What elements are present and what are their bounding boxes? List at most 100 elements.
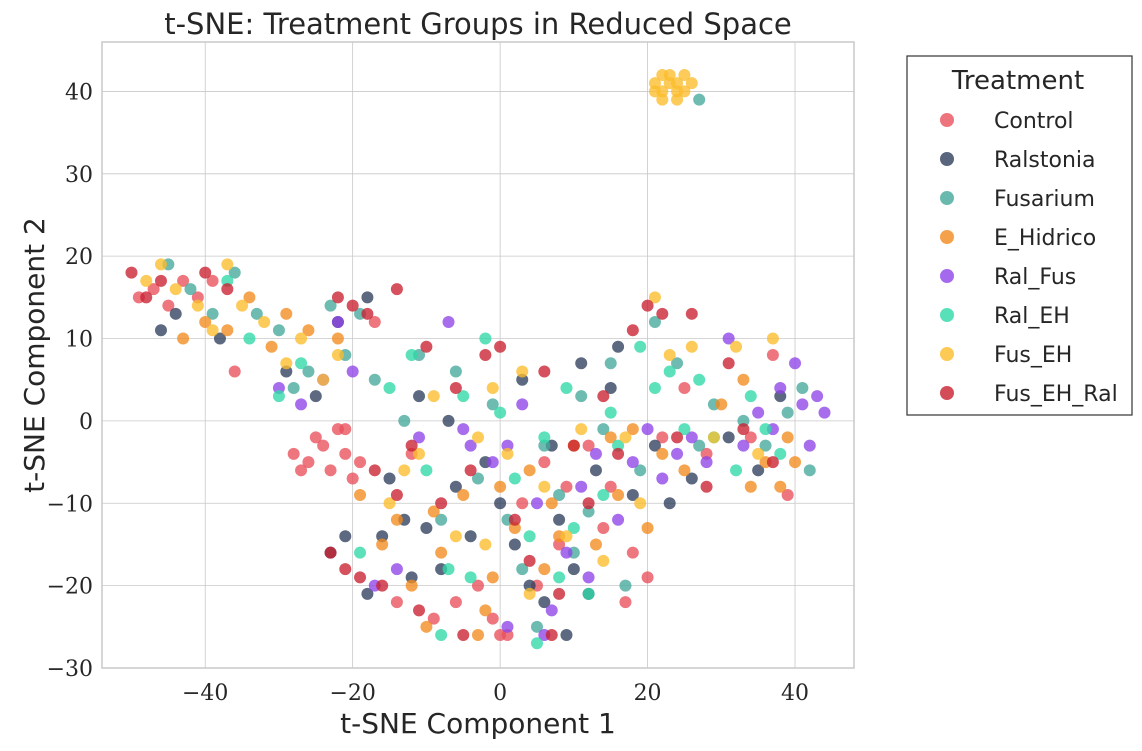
data-point — [700, 480, 713, 493]
data-point — [538, 365, 551, 378]
data-point — [501, 439, 514, 452]
data-point — [154, 258, 167, 271]
data-point — [457, 423, 470, 436]
y-tick-label: −30 — [47, 657, 93, 682]
data-point — [700, 456, 713, 469]
legend-marker — [940, 191, 954, 205]
data-point — [626, 489, 639, 502]
legend-marker — [940, 152, 954, 166]
data-point — [737, 414, 750, 427]
data-point — [693, 373, 706, 386]
data-point — [685, 472, 698, 485]
data-point — [722, 431, 735, 444]
data-point — [516, 398, 529, 411]
data-point — [626, 456, 639, 469]
data-point — [604, 381, 617, 394]
data-point — [781, 489, 794, 502]
data-point — [516, 373, 529, 386]
data-point — [390, 513, 403, 526]
data-point — [523, 554, 536, 567]
legend-label: Ralstonia — [994, 148, 1095, 173]
data-point — [737, 439, 750, 452]
data-point — [656, 68, 669, 81]
data-point — [405, 349, 418, 361]
data-point — [818, 406, 831, 419]
legend: Treatment Control Ralstonia Fusarium E_Hidr… — [906, 55, 1133, 416]
data-point — [597, 521, 610, 534]
data-point — [678, 423, 691, 436]
data-point — [449, 365, 462, 378]
data-point — [368, 373, 381, 386]
data-point — [612, 489, 625, 502]
data-point — [383, 381, 396, 394]
data-point — [435, 629, 448, 642]
data-point — [413, 447, 426, 460]
data-point — [759, 439, 772, 452]
data-point — [413, 390, 426, 403]
data-point — [339, 447, 352, 460]
y-tick-label: 30 — [65, 163, 93, 188]
data-point — [752, 406, 765, 419]
data-point — [575, 390, 588, 403]
data-point — [383, 497, 396, 510]
legend-marker — [940, 347, 954, 361]
data-point — [626, 546, 639, 559]
data-point — [530, 497, 543, 510]
data-point — [641, 423, 654, 436]
data-point — [420, 620, 433, 633]
data-point — [523, 464, 536, 477]
data-point — [560, 629, 573, 642]
data-point — [272, 324, 285, 337]
data-point — [184, 283, 197, 296]
data-point — [280, 307, 293, 320]
data-point — [634, 464, 647, 477]
data-point — [390, 283, 403, 296]
series-7 — [125, 266, 779, 642]
data-point — [567, 439, 580, 452]
data-point — [597, 554, 610, 567]
series-6 — [140, 68, 779, 600]
data-point — [479, 604, 492, 617]
x-tick-label: −20 — [329, 681, 375, 706]
data-point — [147, 283, 160, 296]
data-point — [295, 398, 308, 411]
data-point — [796, 398, 809, 411]
data-point — [516, 563, 529, 576]
data-point — [376, 579, 389, 592]
data-point — [523, 587, 536, 600]
data-point — [634, 497, 647, 510]
data-point — [604, 357, 617, 370]
data-point — [796, 381, 809, 394]
x-tick-label: −40 — [182, 681, 228, 706]
data-point — [472, 579, 484, 592]
data-point — [656, 472, 669, 485]
data-point — [398, 464, 411, 477]
data-point — [737, 423, 750, 436]
data-point — [368, 316, 381, 329]
data-point — [191, 291, 204, 304]
data-point — [272, 381, 285, 394]
data-point — [376, 538, 389, 551]
data-point — [508, 472, 521, 485]
data-point — [700, 447, 713, 460]
data-point — [663, 365, 676, 378]
data-point — [766, 456, 779, 469]
data-point — [781, 406, 794, 419]
data-point — [435, 513, 448, 526]
data-point — [280, 357, 293, 370]
data-point — [442, 316, 455, 329]
data-point — [811, 390, 824, 403]
data-point — [449, 381, 462, 394]
data-point — [501, 629, 514, 642]
data-point — [339, 530, 352, 543]
data-point — [140, 291, 153, 304]
data-point — [420, 521, 433, 534]
data-point — [280, 365, 293, 378]
data-point — [464, 439, 477, 452]
data-point — [442, 563, 455, 576]
data-point — [295, 357, 308, 370]
data-point — [309, 390, 322, 403]
data-point — [309, 431, 322, 444]
data-point — [663, 77, 676, 90]
